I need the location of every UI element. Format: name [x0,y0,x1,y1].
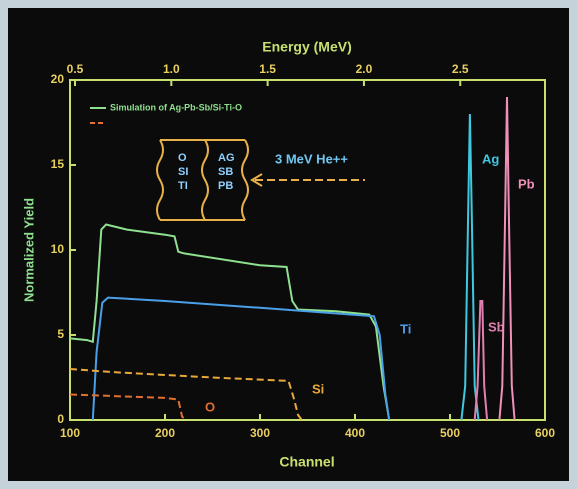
sample-diagram: O SI TI AG SB PB 3 MeV He++ [156,139,365,221]
y-tick-label: 20 [51,72,65,86]
series-line [473,300,489,421]
layer-label: SB [218,166,233,178]
series-line [69,223,391,421]
series-line [69,368,303,421]
x-tick-label: 200 [155,426,175,440]
top-tick-label: 1.5 [259,62,276,76]
sample-outline [156,139,249,221]
y-tick-label: 0 [57,412,64,426]
series-label: Sb [488,319,505,334]
layer-label: TI [178,180,188,192]
y-tick-label: 10 [51,242,65,256]
layer-label: O [178,152,187,164]
series-label: Ag [482,151,499,166]
top-tick-label: 2.0 [356,62,373,76]
layer-label: PB [218,180,233,192]
screen [8,8,569,481]
series-label: Si [312,381,324,396]
x-tick-label: 300 [250,426,270,440]
x-axis-title: Channel [279,454,334,470]
y-axis-title: Normalized Yield [21,198,36,302]
y-tick-label: 5 [57,327,64,341]
x-tick-label: 500 [440,426,460,440]
layer-label: SI [178,166,188,178]
series-line [460,113,480,421]
top-tick-label: 0.5 [67,62,84,76]
layer-label: AG [218,152,235,164]
beam-label: 3 MeV He++ [275,151,348,166]
x-tick-label: 600 [535,426,555,440]
series-label: Pb [518,176,535,191]
series-line [69,393,187,421]
top-tick-label: 1.0 [163,62,180,76]
top-axis-title: Energy (MeV) [262,39,351,55]
x-tick-label: 100 [60,426,80,440]
legend-label: Simulation of Ag-Pb-Sb/Si-Ti-O [110,102,242,112]
y-tick-label: 15 [51,157,65,171]
series-label: Ti [400,321,411,336]
series-line [91,296,391,421]
top-tick-label: 2.5 [452,62,469,76]
x-tick-label: 400 [345,426,365,440]
arrow-head [250,173,263,187]
series-label: O [205,399,215,414]
series-line [498,96,516,421]
